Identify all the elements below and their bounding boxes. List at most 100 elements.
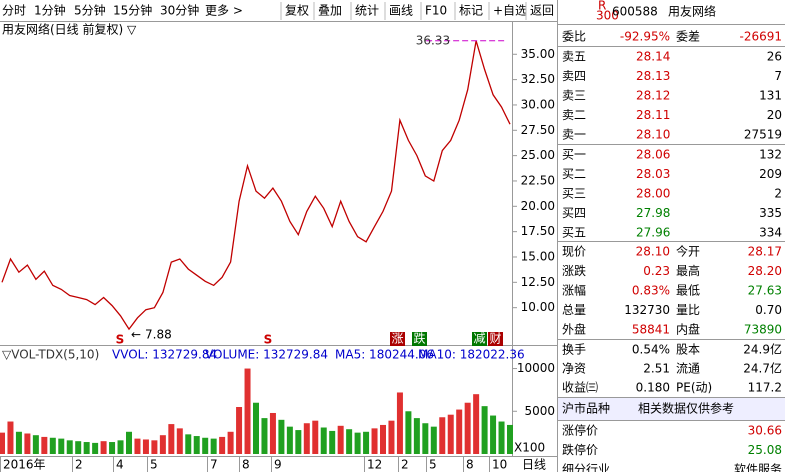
toolbar-item[interactable]: 更多 > — [205, 4, 243, 18]
toolbar-item[interactable]: 1分钟 — [34, 3, 66, 18]
volume-bar — [24, 433, 31, 454]
value: 28.17 — [748, 245, 782, 259]
x-label: 2 — [75, 458, 83, 472]
toolbar-item[interactable]: 标记 — [459, 4, 483, 18]
volume-bar — [396, 392, 403, 454]
volume-bar — [126, 431, 132, 454]
value: 73890 — [744, 323, 782, 337]
toolbar-item[interactable]: 统计 — [355, 4, 379, 18]
x-label: 12 — [367, 458, 382, 472]
volume-bar — [151, 440, 158, 454]
qty: 131 — [759, 89, 782, 103]
label: 涨停价 — [562, 423, 598, 438]
label: 最高 — [676, 263, 700, 278]
signal: S — [264, 333, 273, 347]
y-tick-label: 20.00 — [521, 199, 555, 213]
volume-bar — [303, 423, 310, 454]
volume-bar — [117, 440, 124, 454]
label: 涨幅 — [562, 283, 586, 298]
qty: 209 — [759, 167, 782, 181]
volume-bar — [100, 441, 107, 454]
label: 换手 — [562, 343, 586, 357]
label: 买二 — [562, 167, 586, 181]
value: 30.66 — [748, 424, 782, 438]
event-icon: 涨 — [391, 331, 403, 346]
label: 流通 — [676, 362, 700, 376]
volume-bar — [244, 368, 251, 454]
volume-bar — [159, 435, 166, 454]
value: 27.63 — [748, 284, 782, 298]
volume-bar — [202, 437, 209, 454]
toolbar-item[interactable]: +自选 — [493, 4, 527, 18]
volume-bar — [253, 402, 259, 454]
volume-bar — [278, 419, 285, 454]
badge-top: R — [598, 0, 606, 13]
toolbar-item[interactable]: 叠加 — [318, 4, 342, 18]
value: 软件服务 — [734, 462, 782, 472]
label: 细分行业 — [562, 463, 610, 472]
badge-bottom: 300 — [596, 9, 619, 23]
volume-bar — [320, 427, 327, 454]
volume-bar — [413, 418, 420, 454]
volume-bar — [490, 415, 497, 454]
low-label: 7.88 — [145, 328, 172, 342]
label: 委比 — [562, 30, 586, 44]
volume-bar — [507, 424, 513, 454]
volume-bar — [41, 436, 48, 454]
y-tick-label: 10000 — [517, 361, 555, 375]
qty: 334 — [759, 226, 782, 240]
y-tick-label: 5000 — [524, 404, 555, 418]
toolbar-item[interactable]: 返回 — [530, 4, 554, 18]
volume-bar — [0, 432, 5, 454]
value: 2.51 — [643, 362, 670, 376]
event-icon-bg — [390, 332, 405, 346]
value: 0.180 — [636, 381, 670, 395]
toolbar-item[interactable]: 30分钟 — [160, 3, 199, 18]
toolbar-item[interactable]: F10 — [425, 4, 447, 18]
event-icon-bg — [488, 332, 503, 346]
toolbar-item[interactable]: 5分钟 — [74, 3, 106, 18]
volume-bar — [329, 430, 336, 454]
event-icon-bg — [412, 332, 427, 346]
volume-bar — [32, 435, 39, 454]
label: 买三 — [562, 187, 586, 201]
qty: 7 — [774, 69, 782, 83]
volume-bar — [7, 421, 14, 454]
volume-bar — [83, 442, 90, 454]
section: 沪市品种 — [562, 401, 610, 416]
volume-bar — [447, 414, 454, 454]
y-tick-label: 30.00 — [521, 97, 555, 111]
label: 卖四 — [562, 69, 586, 83]
volume-bar — [109, 442, 116, 454]
label: 卖五 — [562, 50, 586, 64]
volume-bar — [49, 437, 56, 454]
toolbar-item[interactable]: 分时 — [2, 4, 26, 18]
volume-bar — [456, 409, 463, 454]
toolbar-item[interactable]: 复权 — [285, 4, 309, 18]
volume-bar — [422, 423, 429, 454]
x-label: 2016年 — [3, 458, 46, 472]
label: 卖三 — [562, 89, 586, 103]
volume-bar — [261, 418, 268, 454]
label: 外盘 — [562, 322, 586, 337]
low-arrow: ← — [131, 328, 141, 342]
label: 总量 — [562, 303, 586, 317]
stock-name: 用友网络 — [668, 4, 716, 19]
toolbar-item[interactable]: 画线 — [389, 4, 413, 18]
x-label: 4 — [116, 458, 124, 472]
x-label: 5 — [429, 458, 437, 472]
volume-bar — [430, 426, 437, 454]
toolbar-item[interactable]: 15分钟 — [113, 3, 152, 18]
event-icon-bg — [472, 332, 487, 346]
volume-bar — [312, 420, 319, 454]
volume-bar — [388, 420, 395, 454]
label: 买一 — [562, 148, 586, 162]
qty: 26 — [767, 50, 782, 64]
volume-bar — [464, 402, 471, 454]
chart-title: 用友网络(日线 前复权) ▽ — [2, 22, 137, 37]
value: -26691 — [739, 30, 782, 44]
event-icon: 跌 — [413, 331, 425, 346]
value: 132730 — [624, 303, 670, 317]
label: 收益㈢ — [562, 381, 598, 395]
y-tick-label: 15.00 — [521, 249, 555, 263]
